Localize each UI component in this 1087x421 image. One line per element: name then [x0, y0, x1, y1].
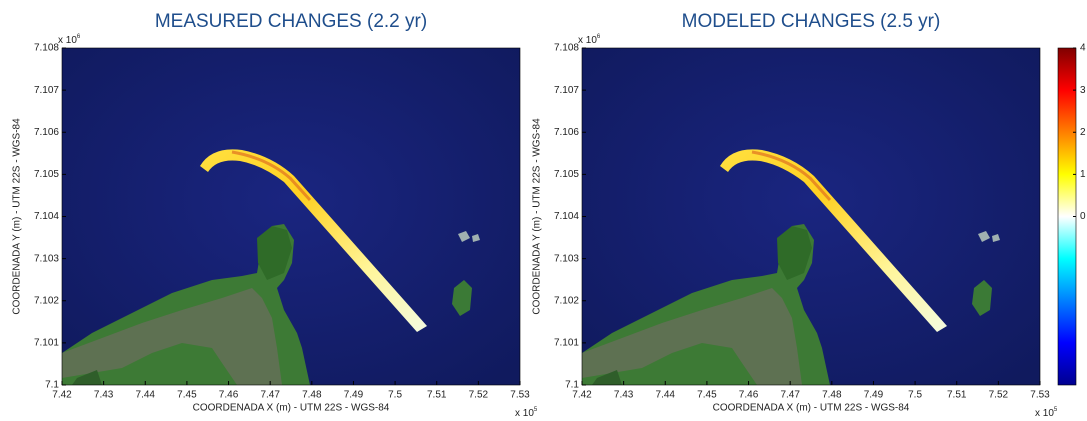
x-tick-label: 7.51	[427, 390, 447, 401]
y-tick-label: 7.1	[565, 380, 579, 391]
y-tick-label: 7.106	[34, 127, 59, 138]
y-tick-label: 7.106	[554, 127, 579, 138]
x-tick-label: 7.42	[572, 390, 592, 401]
x-tick-label: 7.48	[302, 390, 322, 401]
y-axis-label: COORDENADA Y (m) - UTM 22S - WGS-84	[532, 118, 543, 315]
satellite-image	[62, 48, 520, 385]
y-tick-label: 7.1	[45, 380, 59, 391]
y-tick-label: 7.108	[554, 43, 579, 54]
y-tick-label: 7.105	[554, 169, 579, 180]
y-tick-label: 7.104	[34, 211, 59, 222]
x-multiplier: x 105	[1035, 407, 1058, 419]
y-tick-label: 7.101	[34, 338, 59, 349]
y-tick-label: 7.102	[34, 295, 59, 306]
multiplier-exponent: 5	[1054, 407, 1058, 413]
y-tick-label: 7.102	[554, 295, 579, 306]
x-tick-label: 7.5	[908, 390, 922, 401]
x-axis-label: COORDENADA X (m) - UTM 22S - WGS-84	[193, 403, 390, 414]
y-tick-label: 7.104	[554, 211, 579, 222]
x-tick-label: 7.45	[177, 390, 197, 401]
colorbar-tick-label: 0	[1080, 211, 1086, 222]
y-multiplier: x 106	[578, 34, 601, 46]
x-tick-label: 7.5	[388, 390, 402, 401]
multiplier-base: x 10	[578, 35, 597, 46]
panel-title: MEASURED CHANGES (2.2 yr)	[155, 11, 427, 32]
y-axis-label: COORDENADA Y (m) - UTM 22S - WGS-84	[12, 118, 23, 315]
satellite-image	[582, 48, 1040, 385]
figure: MEASURED CHANGES (2.2 yr) 7.42 7.43 7.44 7.4…	[0, 0, 1087, 421]
multiplier-base: x 10	[515, 408, 534, 419]
multiplier-exponent: 6	[597, 34, 601, 40]
x-tick-label: 7.46	[219, 390, 239, 401]
y-tick-label: 7.103	[34, 253, 59, 264]
x-tick-label: 7.46	[739, 390, 759, 401]
x-tick-label: 7.44	[656, 390, 676, 401]
y-multiplier: x 106	[58, 34, 81, 46]
x-tick-label: 7.43	[94, 390, 114, 401]
x-multiplier: x 105	[515, 407, 538, 419]
y-tick-label: 7.108	[34, 43, 59, 54]
x-tick-label: 7.51	[947, 390, 967, 401]
x-tick-label: 7.52	[989, 390, 1009, 401]
y-tick-label: 7.107	[554, 85, 579, 96]
multiplier-base: x 10	[1035, 408, 1054, 419]
multiplier-exponent: 5	[534, 407, 538, 413]
x-tick-label: 7.43	[614, 390, 634, 401]
multiplier-base: x 10	[58, 35, 77, 46]
x-tick-label: 7.49	[864, 390, 884, 401]
y-tick-label: 7.107	[34, 85, 59, 96]
x-tick-label: 7.45	[697, 390, 717, 401]
x-tick-label: 7.53	[1030, 390, 1050, 401]
y-tick-label: 7.101	[554, 338, 579, 349]
x-tick-label: 7.47	[780, 390, 800, 401]
y-tick-label: 7.105	[34, 169, 59, 180]
x-tick-label: 7.53	[510, 390, 530, 401]
x-axis-label: COORDENADA X (m) - UTM 22S - WGS-84	[713, 403, 910, 414]
panel-title: MODELED CHANGES (2.5 yr)	[682, 11, 941, 32]
y-tick-label: 7.103	[554, 253, 579, 264]
x-tick-label: 7.52	[469, 390, 489, 401]
x-tick-label: 7.47	[260, 390, 280, 401]
x-tick-label: 7.44	[136, 390, 156, 401]
colorbar-tick-label: 2	[1080, 127, 1086, 138]
x-tick-label: 7.48	[822, 390, 842, 401]
x-tick-label: 7.49	[344, 390, 364, 401]
colorbar-tick-label: 1	[1080, 169, 1086, 180]
colorbar-tick-label: 4	[1080, 43, 1086, 54]
multiplier-exponent: 6	[77, 34, 81, 40]
x-tick-label: 7.42	[52, 390, 72, 401]
colorbar-tick-label: 3	[1080, 85, 1086, 96]
